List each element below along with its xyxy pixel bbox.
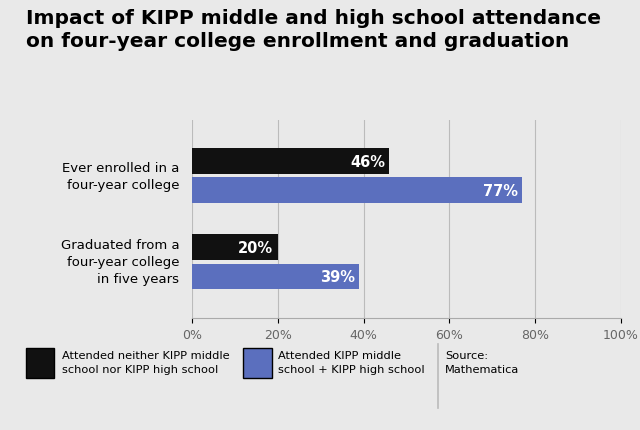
Text: 39%: 39% — [320, 270, 355, 284]
Text: Attended KIPP middle
school + KIPP high school: Attended KIPP middle school + KIPP high … — [278, 350, 425, 374]
Text: 20%: 20% — [238, 240, 273, 255]
Bar — [192, 178, 522, 204]
Text: Attended neither KIPP middle
school nor KIPP high school: Attended neither KIPP middle school nor … — [62, 350, 230, 374]
Text: Graduated from a
four-year college
in five years: Graduated from a four-year college in fi… — [61, 239, 179, 286]
Bar — [192, 149, 389, 175]
Bar — [192, 264, 359, 290]
Text: Source:
Mathematica: Source: Mathematica — [445, 350, 519, 374]
Text: Impact of KIPP middle and high school attendance
on four-year college enrollment: Impact of KIPP middle and high school at… — [26, 9, 600, 51]
Text: 46%: 46% — [350, 154, 385, 169]
Text: 77%: 77% — [483, 184, 518, 198]
Text: Ever enrolled in a
four-year college: Ever enrolled in a four-year college — [62, 161, 179, 191]
Bar — [192, 235, 278, 261]
